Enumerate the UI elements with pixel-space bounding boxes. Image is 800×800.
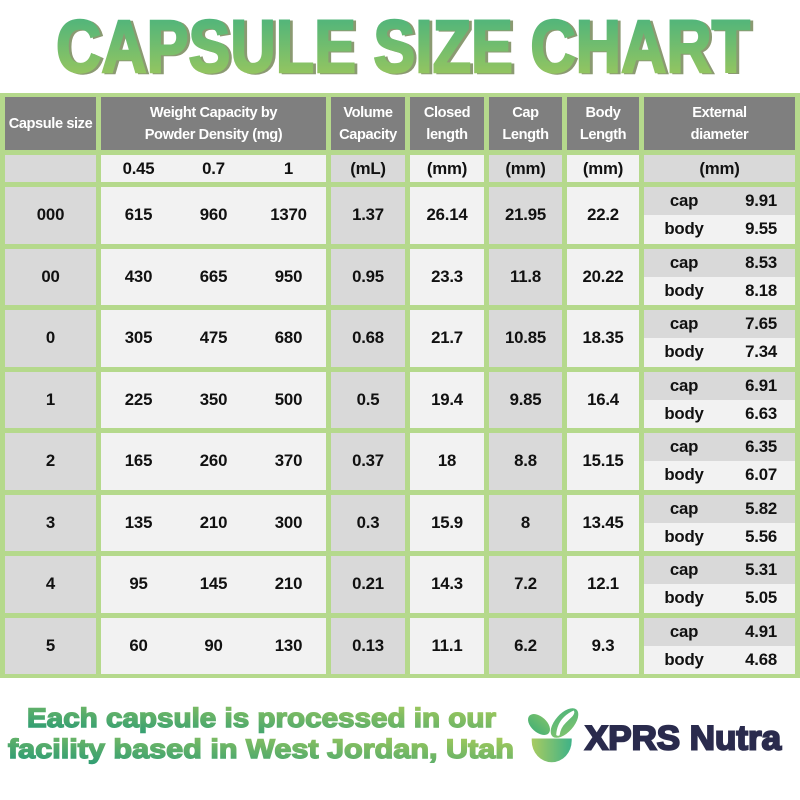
svg-text:XPRS Nutra: XPRS Nutra — [585, 720, 782, 758]
svg-text:facility based in West Jordan,: facility based in West Jordan, Utah — [8, 734, 514, 764]
svg-text:CAPSULE SIZE CHART: CAPSULE SIZE CHART — [59, 6, 753, 89]
svg-text:Each capsule is processed in o: Each capsule is processed in our — [27, 703, 497, 733]
svg-text:CAPSULE SIZE CHART: CAPSULE SIZE CHART — [56, 5, 750, 88]
